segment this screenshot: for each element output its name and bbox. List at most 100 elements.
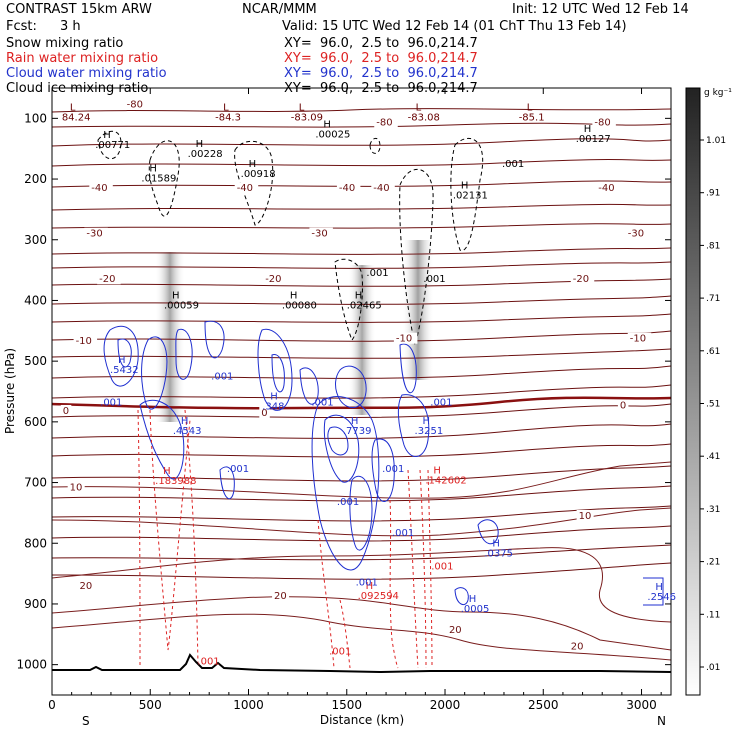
cloud-water-contour	[103, 325, 139, 387]
snow-contour	[450, 137, 484, 251]
extremum-value: .02465	[347, 301, 382, 312]
snow-contour	[97, 130, 122, 160]
x-tick-label: 3000	[626, 698, 657, 712]
field-label-snow: Snow mixing ratio	[6, 36, 124, 51]
forecast-hour: 3 h	[60, 19, 81, 34]
isotherm	[52, 525, 671, 542]
colorbar-tick-label: .01	[706, 663, 720, 673]
cloud-water-contour	[643, 577, 664, 606]
extremum-mark: H	[103, 130, 111, 141]
cloud-water-contour	[141, 336, 168, 410]
cloud-water-contour	[323, 414, 360, 483]
contour-label: .001	[366, 268, 388, 279]
contour-label: .001	[337, 497, 359, 508]
isotherm-label: 20	[571, 641, 584, 652]
y-tick-label: 1000	[16, 658, 47, 672]
rain-contour	[407, 469, 419, 669]
extremum-value: .00228	[188, 149, 223, 160]
extremum-value: .0375	[484, 548, 513, 559]
extremum-mark: H	[249, 159, 257, 170]
plot-area	[52, 108, 671, 674]
cloud-water-contour	[271, 354, 285, 393]
extremum-value: .01589	[141, 173, 176, 184]
extremum-mark: H	[172, 291, 180, 302]
field-label-cloud-water: Cloud water mixing ratio	[6, 66, 167, 81]
south-label: S	[82, 714, 90, 728]
isotherm-label-bg	[596, 182, 620, 194]
isotherm	[52, 403, 671, 419]
organization: NCAR/MMM	[242, 2, 317, 17]
isotherm-label-bg	[60, 404, 72, 416]
rain-contour	[149, 409, 191, 651]
x-tick-label: 1500	[331, 698, 362, 712]
extremum-mark: H	[355, 291, 363, 302]
isotherm-label-bg	[625, 227, 650, 239]
cloud-water-contour	[349, 475, 373, 551]
x-tick-label: 500	[139, 698, 162, 712]
isotherm	[52, 138, 671, 147]
y-axis-title: Pressure (hPa)	[3, 348, 17, 434]
rain-contour	[389, 499, 399, 669]
isotherm-label-bg	[77, 579, 95, 591]
isotherm-label: 0	[261, 408, 267, 419]
isotherm	[52, 180, 671, 188]
isotherm-label-bg	[124, 98, 149, 110]
model-title: CONTRAST 15km ARW	[6, 2, 152, 17]
isotherm-label: -10	[76, 336, 92, 347]
isotherm-label-bg	[374, 116, 398, 128]
contour-label: .001	[392, 528, 414, 539]
snow-contour	[148, 140, 180, 217]
extremum-mark: H	[433, 466, 441, 477]
y-tick-label: 500	[24, 354, 47, 368]
isotherm-label: -20	[265, 274, 281, 285]
isotherm	[52, 108, 671, 113]
extremum-value: .348	[262, 401, 284, 412]
isotherm	[52, 596, 671, 651]
extremum-value: .092594	[358, 591, 399, 602]
contour-label: .001	[356, 578, 378, 589]
extremum-value: .00080	[282, 301, 317, 312]
isotherm-label: -80	[376, 118, 392, 129]
isotherm	[52, 443, 671, 458]
isotherm	[52, 461, 671, 499]
rain-contour	[317, 519, 335, 669]
isotherm	[52, 613, 671, 661]
extremum-value: .00918	[241, 169, 276, 180]
extremum-mark: H	[196, 139, 204, 150]
extremum-value: -83.08	[408, 113, 440, 124]
colorbar-unit: g kg⁻¹	[704, 88, 732, 98]
isotherm-label-bg	[617, 399, 629, 411]
extremum-mark: L	[299, 103, 305, 114]
snow-contour	[399, 168, 434, 346]
extremum-value: .00127	[576, 134, 611, 145]
extremum-value: .00025	[315, 130, 350, 141]
snow-contour	[369, 137, 381, 154]
cloud-water-contour	[175, 328, 193, 380]
extremum-value: .00059	[164, 301, 199, 312]
cloud-water-contour	[219, 466, 235, 500]
isotherm	[52, 562, 671, 580]
cloud-water-contour	[335, 365, 367, 408]
isotherm-label-bg	[259, 406, 270, 418]
isotherm	[52, 159, 671, 167]
colorbar-tick-label: .81	[706, 241, 720, 251]
isotherm	[52, 247, 671, 255]
isotherm-label-bg	[89, 182, 113, 194]
isotherm-label: -40	[91, 183, 107, 194]
rain-contour	[137, 409, 141, 666]
extremum-mark: H	[163, 466, 171, 477]
contour-label: .001	[227, 464, 249, 475]
cloud-water-contour	[399, 343, 417, 394]
isotherm-label-bg	[568, 640, 586, 652]
cloud-water-contour	[371, 438, 395, 502]
extremum-mark: H	[492, 538, 500, 549]
isotherm-label-bg	[393, 332, 418, 344]
y-tick-label: 400	[24, 293, 47, 307]
isotherm	[52, 295, 671, 305]
isotherm-label-bg	[272, 590, 290, 602]
cloud-water-contour	[299, 367, 319, 405]
contour-label: .001	[311, 397, 333, 408]
contour-label: .001	[329, 646, 351, 657]
cloud-water-contour	[327, 426, 349, 456]
extremum-value: .0005	[461, 604, 490, 615]
